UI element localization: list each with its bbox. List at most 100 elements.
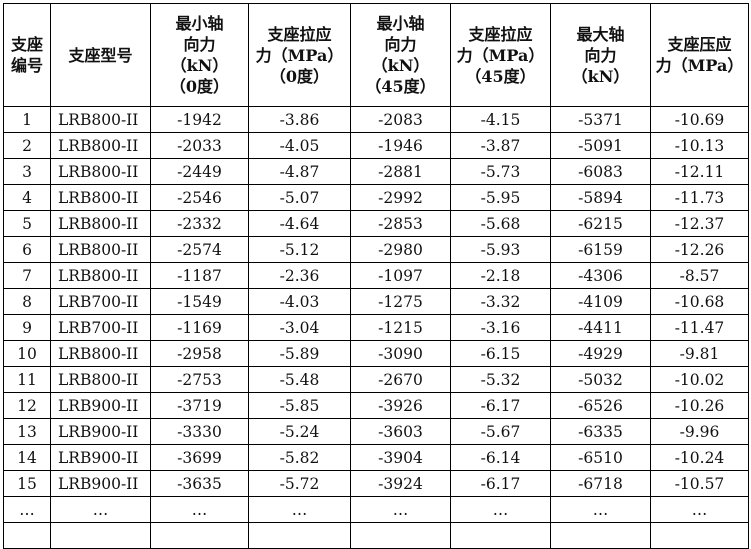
table-cell: 11 bbox=[3, 366, 51, 393]
table-cell: -5.73 bbox=[450, 158, 551, 185]
table-cell: -10.68 bbox=[650, 288, 749, 315]
ellipsis-cell: … bbox=[50, 496, 151, 523]
table-row: 7 LRB800-II -1187 -2.36 -1097 -2.18 -4306 -8.57 bbox=[3, 262, 749, 289]
table-cell: -2992 bbox=[350, 184, 451, 211]
header-line: 向力 bbox=[584, 45, 617, 65]
table-cell: LRB700-II bbox=[50, 288, 151, 315]
table-cell: LRB800-II bbox=[50, 262, 151, 289]
header-cell: 支座拉应 力（MPa） （45度） bbox=[450, 3, 551, 107]
header-line: 力（MPa） bbox=[655, 56, 744, 75]
header-line: 力（MPa） bbox=[255, 45, 344, 65]
header-cell: 支座 编号 bbox=[3, 3, 51, 107]
table-cell: LRB800-II bbox=[50, 340, 151, 367]
ellipsis-cell: … bbox=[150, 496, 249, 523]
table-cell: -3.87 bbox=[450, 132, 551, 159]
table-cell: -6335 bbox=[550, 418, 651, 445]
table-cell: -4.03 bbox=[248, 288, 351, 315]
table-cell: -1187 bbox=[150, 262, 249, 289]
table-cell: -6.17 bbox=[450, 470, 551, 497]
table-row: 15 LRB900-II -3635 -5.72 -3924 -6.17 -6718 -10.… bbox=[3, 470, 749, 497]
empty-cell bbox=[3, 522, 51, 549]
header-line: （kN） bbox=[371, 56, 430, 75]
table-cell: LRB900-II bbox=[50, 418, 151, 445]
header-line: 支座压应 bbox=[667, 35, 732, 54]
table-cell: -5.24 bbox=[248, 418, 351, 445]
table-cell: LRB800-II bbox=[50, 132, 151, 159]
header-cell: 支座压应力（MPa） bbox=[650, 3, 749, 107]
table-cell: 5 bbox=[3, 210, 51, 237]
table-body: 1 LRB800-II -1942 -3.86 -2083 -4.15 -5371 -10.6… bbox=[3, 106, 749, 549]
table-cell: LRB800-II bbox=[50, 210, 151, 237]
table-cell: -11.73 bbox=[650, 184, 749, 211]
header-line: （kN） bbox=[571, 66, 630, 86]
empty-cell bbox=[50, 522, 151, 549]
table-cell: -2332 bbox=[150, 210, 249, 237]
table-cell: -3330 bbox=[150, 418, 249, 445]
header-cell: 支座型号 bbox=[50, 3, 151, 107]
header-line: 力（MPa） bbox=[456, 45, 545, 65]
table-cell: LRB800-II bbox=[50, 106, 151, 133]
table-cell: -5091 bbox=[550, 132, 651, 159]
empty-cell bbox=[650, 522, 749, 549]
table-cell: -6718 bbox=[550, 470, 651, 497]
header-line: 支座拉应 bbox=[267, 24, 332, 44]
header-line: 最小轴 bbox=[376, 14, 425, 33]
table-cell: LRB800-II bbox=[50, 184, 151, 211]
table-cell: -10.24 bbox=[650, 444, 749, 471]
table-row: 10 LRB800-II -2958 -5.89 -3090 -6.15 -4929 -9.8… bbox=[3, 340, 749, 367]
table-row: 3 LRB800-II -2449 -4.87 -2881 -5.73 -6083 -12.1… bbox=[3, 158, 749, 185]
table-cell: -4109 bbox=[550, 288, 651, 315]
table-cell: -5.32 bbox=[450, 366, 551, 393]
ellipsis-cell: … bbox=[350, 496, 451, 523]
header-line: 支座拉应 bbox=[468, 24, 533, 44]
table-cell: -5032 bbox=[550, 366, 651, 393]
table-cell: -9.96 bbox=[650, 418, 749, 445]
table-cell: -5.48 bbox=[248, 366, 351, 393]
table-cell: -1275 bbox=[350, 288, 451, 315]
table-cell: -2753 bbox=[150, 366, 249, 393]
ellipsis-cell: … bbox=[650, 496, 749, 523]
empty-cell bbox=[550, 522, 651, 549]
table-cell: -5.89 bbox=[248, 340, 351, 367]
empty-cell bbox=[350, 522, 451, 549]
table-cell: -3.16 bbox=[450, 314, 551, 341]
table-cell: -5.68 bbox=[450, 210, 551, 237]
table-cell: -5.72 bbox=[248, 470, 351, 497]
table-cell: 4 bbox=[3, 184, 51, 211]
table-cell: -4.15 bbox=[450, 106, 551, 133]
table-cell: -3904 bbox=[350, 444, 451, 471]
empty-row bbox=[3, 522, 749, 549]
header-line: （0度） bbox=[169, 77, 230, 96]
table-cell: -3699 bbox=[150, 444, 249, 471]
header-row: 支座 编号 支座型号 最小轴 向力 （kN） （0度） 支座拉应 力（MPa） （0度） 最小轴 向力… bbox=[3, 3, 749, 107]
ellipsis-cell: … bbox=[450, 496, 551, 523]
table-cell: -10.13 bbox=[650, 132, 749, 159]
table-row: 12 LRB900-II -3719 -5.85 -3926 -6.17 -6526 -10.… bbox=[3, 392, 749, 419]
table-cell: -6.15 bbox=[450, 340, 551, 367]
table-cell: -3.86 bbox=[248, 106, 351, 133]
table-cell: -1215 bbox=[350, 314, 451, 341]
table-cell: -5.12 bbox=[248, 236, 351, 263]
table-cell: -3090 bbox=[350, 340, 451, 367]
table-cell: -4306 bbox=[550, 262, 651, 289]
table-cell: -2853 bbox=[350, 210, 451, 237]
table-cell: -6.14 bbox=[450, 444, 551, 471]
table-cell: -5.95 bbox=[450, 184, 551, 211]
table-cell: -2546 bbox=[150, 184, 249, 211]
table-row: 2 LRB800-II -2033 -4.05 -1946 -3.87 -5091 -10.1… bbox=[3, 132, 749, 159]
table-row: 8 LRB700-II -1549 -4.03 -1275 -3.32 -4109 -10.6… bbox=[3, 288, 749, 315]
table-cell: -6083 bbox=[550, 158, 651, 185]
table-cell: 10 bbox=[3, 340, 51, 367]
header-line: 编号 bbox=[10, 56, 43, 75]
table-row: 9 LRB700-II -1169 -3.04 -1215 -3.16 -4411 -11.4… bbox=[3, 314, 749, 341]
table-cell: -6510 bbox=[550, 444, 651, 471]
table-cell: -1097 bbox=[350, 262, 451, 289]
ellipsis-cell: … bbox=[248, 496, 351, 523]
table-cell: 9 bbox=[3, 314, 51, 341]
table-cell: -1942 bbox=[150, 106, 249, 133]
table-row: 6 LRB800-II -2574 -5.12 -2980 -5.93 -6159 -12.2… bbox=[3, 236, 749, 263]
table-cell: LRB900-II bbox=[50, 444, 151, 471]
table-cell: LRB900-II bbox=[50, 470, 151, 497]
table-cell: LRB700-II bbox=[50, 314, 151, 341]
table-cell: -1169 bbox=[150, 314, 249, 341]
